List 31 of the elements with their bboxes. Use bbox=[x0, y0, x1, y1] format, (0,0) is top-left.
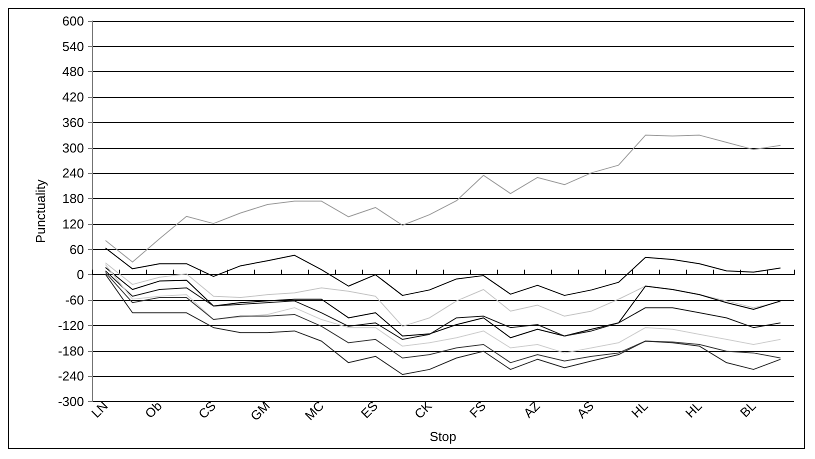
x-tick-label: Ob bbox=[142, 398, 165, 422]
x-tick-label: AS bbox=[574, 398, 598, 422]
y-tick-label: -60 bbox=[65, 292, 84, 308]
x-tick-label: HL bbox=[628, 398, 651, 421]
y-tick-label: 0 bbox=[76, 267, 84, 282]
x-tick-label: HL bbox=[682, 398, 705, 421]
y-axis-title: Punctuality bbox=[33, 178, 48, 244]
x-tick-label: AZ bbox=[520, 398, 543, 421]
y-tick-label: 360 bbox=[62, 114, 84, 130]
y-tick-label: 540 bbox=[62, 38, 84, 54]
y-tick-label: 420 bbox=[62, 90, 84, 105]
y-tick-label: 300 bbox=[62, 140, 84, 156]
x-tick-label: CS bbox=[195, 398, 220, 422]
x-tick-label: BL bbox=[736, 398, 759, 420]
y-tick-label: 600 bbox=[62, 14, 84, 28]
y-tick-label: 120 bbox=[62, 216, 84, 232]
y-tick-label: 240 bbox=[62, 166, 84, 181]
y-tick-label: -240 bbox=[58, 368, 84, 384]
x-tick-label: ES bbox=[358, 398, 382, 422]
x-tick-label: CK bbox=[411, 398, 436, 422]
x-tick-label: LN bbox=[88, 398, 111, 421]
y-tick-label: 60 bbox=[70, 242, 84, 257]
y-tick-label: -300 bbox=[58, 394, 84, 410]
y-tick-label: -120 bbox=[58, 318, 84, 333]
x-axis-title: Stop bbox=[430, 429, 456, 444]
y-tick-label: 480 bbox=[62, 64, 84, 80]
x-tick-label: MC bbox=[302, 398, 327, 424]
x-tick-label: FS bbox=[466, 398, 490, 421]
y-tick-label: -180 bbox=[58, 343, 84, 358]
y-tick-label: 180 bbox=[62, 191, 84, 206]
x-tick-label: GM bbox=[247, 398, 273, 424]
